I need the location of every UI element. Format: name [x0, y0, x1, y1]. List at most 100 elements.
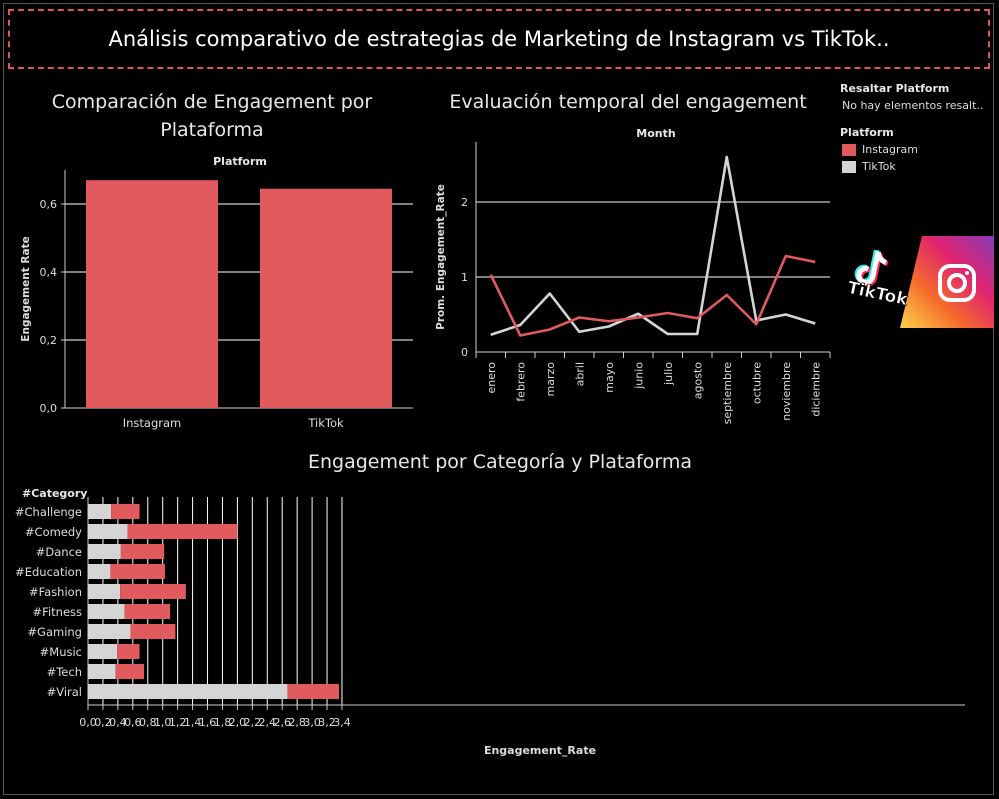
x-tick-label: 3,4: [333, 716, 351, 729]
chart-row-header: #Category: [22, 487, 87, 500]
bar-segment-tiktok: [88, 504, 112, 519]
dashboard-frame: [3, 3, 994, 795]
x-tick-label: mayo: [603, 362, 616, 393]
x-tick-label: 2,2: [244, 716, 262, 729]
x-tick-label: Instagram: [123, 416, 182, 430]
x-tick-label: diciembre: [809, 362, 822, 417]
x-tick-label: 2,6: [273, 716, 291, 729]
instagram-icon: [938, 264, 976, 302]
platform-legend-title: Platform: [840, 126, 894, 139]
highlight-title: Resaltar Platform: [840, 82, 950, 95]
series-line-instagram: [489, 254, 816, 337]
tiktok-note-icon: [854, 249, 889, 287]
y-tick-label: 0,0: [40, 402, 58, 415]
bar-tiktok: [260, 188, 392, 408]
x-tick-label: 0,4: [109, 716, 127, 729]
bar-segment-tiktok: [88, 544, 121, 559]
bar-segment-instagram: [111, 504, 140, 519]
y-axis-label: Engagement Rate: [20, 236, 32, 341]
bar-segment-instagram: [287, 684, 339, 699]
x-tick-label: 1,6: [199, 716, 217, 729]
legend-item-tiktok[interactable]: TikTok: [842, 160, 990, 173]
bar-segment-tiktok: [88, 604, 125, 619]
highlight-dropdown[interactable]: No hay elementos resalt..: [842, 99, 984, 112]
x-tick-label: junio: [632, 362, 645, 390]
series-line-tiktok: [490, 155, 816, 336]
category-label: #Fashion: [29, 585, 82, 599]
category-engagement-stacked-bar-chart: Engagement por Categoría y Plataforma #Ca…: [15, 451, 965, 757]
monthly-engagement-line-chart: Evaluación temporal del engagement Month 0…: [435, 91, 831, 425]
bar-segment-instagram: [110, 564, 165, 579]
chart-title-line: Comparación de Engagement por: [52, 91, 373, 113]
x-tick-label: 2,4: [259, 716, 277, 729]
x-tick-label: octubre: [750, 362, 763, 404]
x-tick-label: septiembre: [721, 362, 734, 425]
category-label: #Challenge: [15, 505, 82, 519]
bar-segment-instagram: [115, 664, 145, 679]
x-tick-label: 0,0: [79, 716, 97, 729]
x-tick-label: 0,8: [139, 716, 157, 729]
bar-segment-tiktok: [88, 644, 118, 659]
x-tick-label: enero: [485, 362, 498, 394]
x-tick-label: abril: [573, 362, 586, 386]
category-label: #Fitness: [33, 605, 82, 619]
x-tick-label: TikTok: [307, 416, 344, 430]
bar-segment-tiktok: [88, 684, 288, 699]
x-tick-label: 0,6: [124, 716, 142, 729]
category-label: #Dance: [36, 545, 82, 559]
x-tick-label: 2,0: [229, 716, 247, 729]
x-tick-label: 1,0: [154, 716, 172, 729]
tiktok-instagram-logo: TikTok: [845, 236, 994, 328]
bar-segment-instagram: [117, 644, 140, 659]
y-tick-label: 1: [461, 271, 468, 284]
platform-engagement-bar-chart: Comparación de Engagement por Plataforma P…: [20, 91, 413, 430]
category-label: #Music: [40, 645, 82, 659]
x-tick-label: 3,2: [318, 716, 336, 729]
y-tick-label: 0,2: [40, 334, 58, 347]
bar-segment-tiktok: [88, 664, 116, 679]
bar-segment-instagram: [130, 624, 176, 639]
chart-title: Evaluación temporal del engagement: [449, 91, 806, 113]
y-tick-label: 0: [461, 346, 468, 359]
x-tick-label: 1,4: [184, 716, 202, 729]
x-tick-label: noviembre: [780, 362, 793, 421]
bar-segment-instagram: [124, 604, 171, 619]
dashboard-title: Análisis comparativo de estrategias de M…: [108, 27, 890, 51]
legend-swatch-tiktok: [842, 160, 856, 173]
legend-item-instagram[interactable]: Instagram: [842, 143, 990, 156]
category-label: #Education: [15, 565, 82, 579]
bar-segment-instagram: [120, 584, 186, 599]
chart-title: Engagement por Categoría y Plataforma: [308, 451, 692, 473]
x-tick-label: 2,8: [288, 716, 306, 729]
instagram-background-shape: [900, 236, 994, 328]
x-tick-label: julio: [662, 362, 675, 386]
chart-column-header: Platform: [213, 155, 267, 168]
x-tick-label: febrero: [514, 362, 527, 402]
y-tick-label: 2: [461, 196, 468, 209]
dashboard-title-box: Análisis comparativo de estrategias de M…: [8, 9, 990, 69]
legend-swatch-instagram: [842, 143, 856, 156]
x-axis-label: Engagement_Rate: [484, 744, 596, 757]
y-tick-label: 0,6: [40, 198, 58, 211]
legend-label-instagram: Instagram: [862, 143, 918, 156]
bar-segment-instagram: [127, 524, 238, 539]
x-tick-label: 1,2: [169, 716, 187, 729]
x-tick-label: 1,8: [214, 716, 232, 729]
chart-title-line: Plataforma: [160, 119, 263, 141]
tiktok-logo-text: TikTok: [846, 278, 911, 310]
x-tick-label: marzo: [544, 362, 557, 397]
y-tick-label: 0,4: [40, 266, 58, 279]
category-label: #Tech: [47, 665, 82, 679]
bar-segment-instagram: [120, 544, 165, 559]
x-tick-label: 3,0: [303, 716, 321, 729]
bar-instagram: [86, 180, 218, 408]
bar-segment-tiktok: [88, 584, 121, 599]
category-label: #Viral: [47, 685, 82, 699]
x-tick-label: agosto: [691, 362, 704, 399]
legend-label-tiktok: TikTok: [862, 160, 896, 173]
chart-column-header: Month: [636, 127, 675, 140]
category-label: #Comedy: [25, 525, 82, 539]
y-axis-label: Prom. Engagement_Rate: [435, 184, 447, 330]
category-label: #Gaming: [27, 625, 82, 639]
bar-segment-tiktok: [88, 524, 128, 539]
